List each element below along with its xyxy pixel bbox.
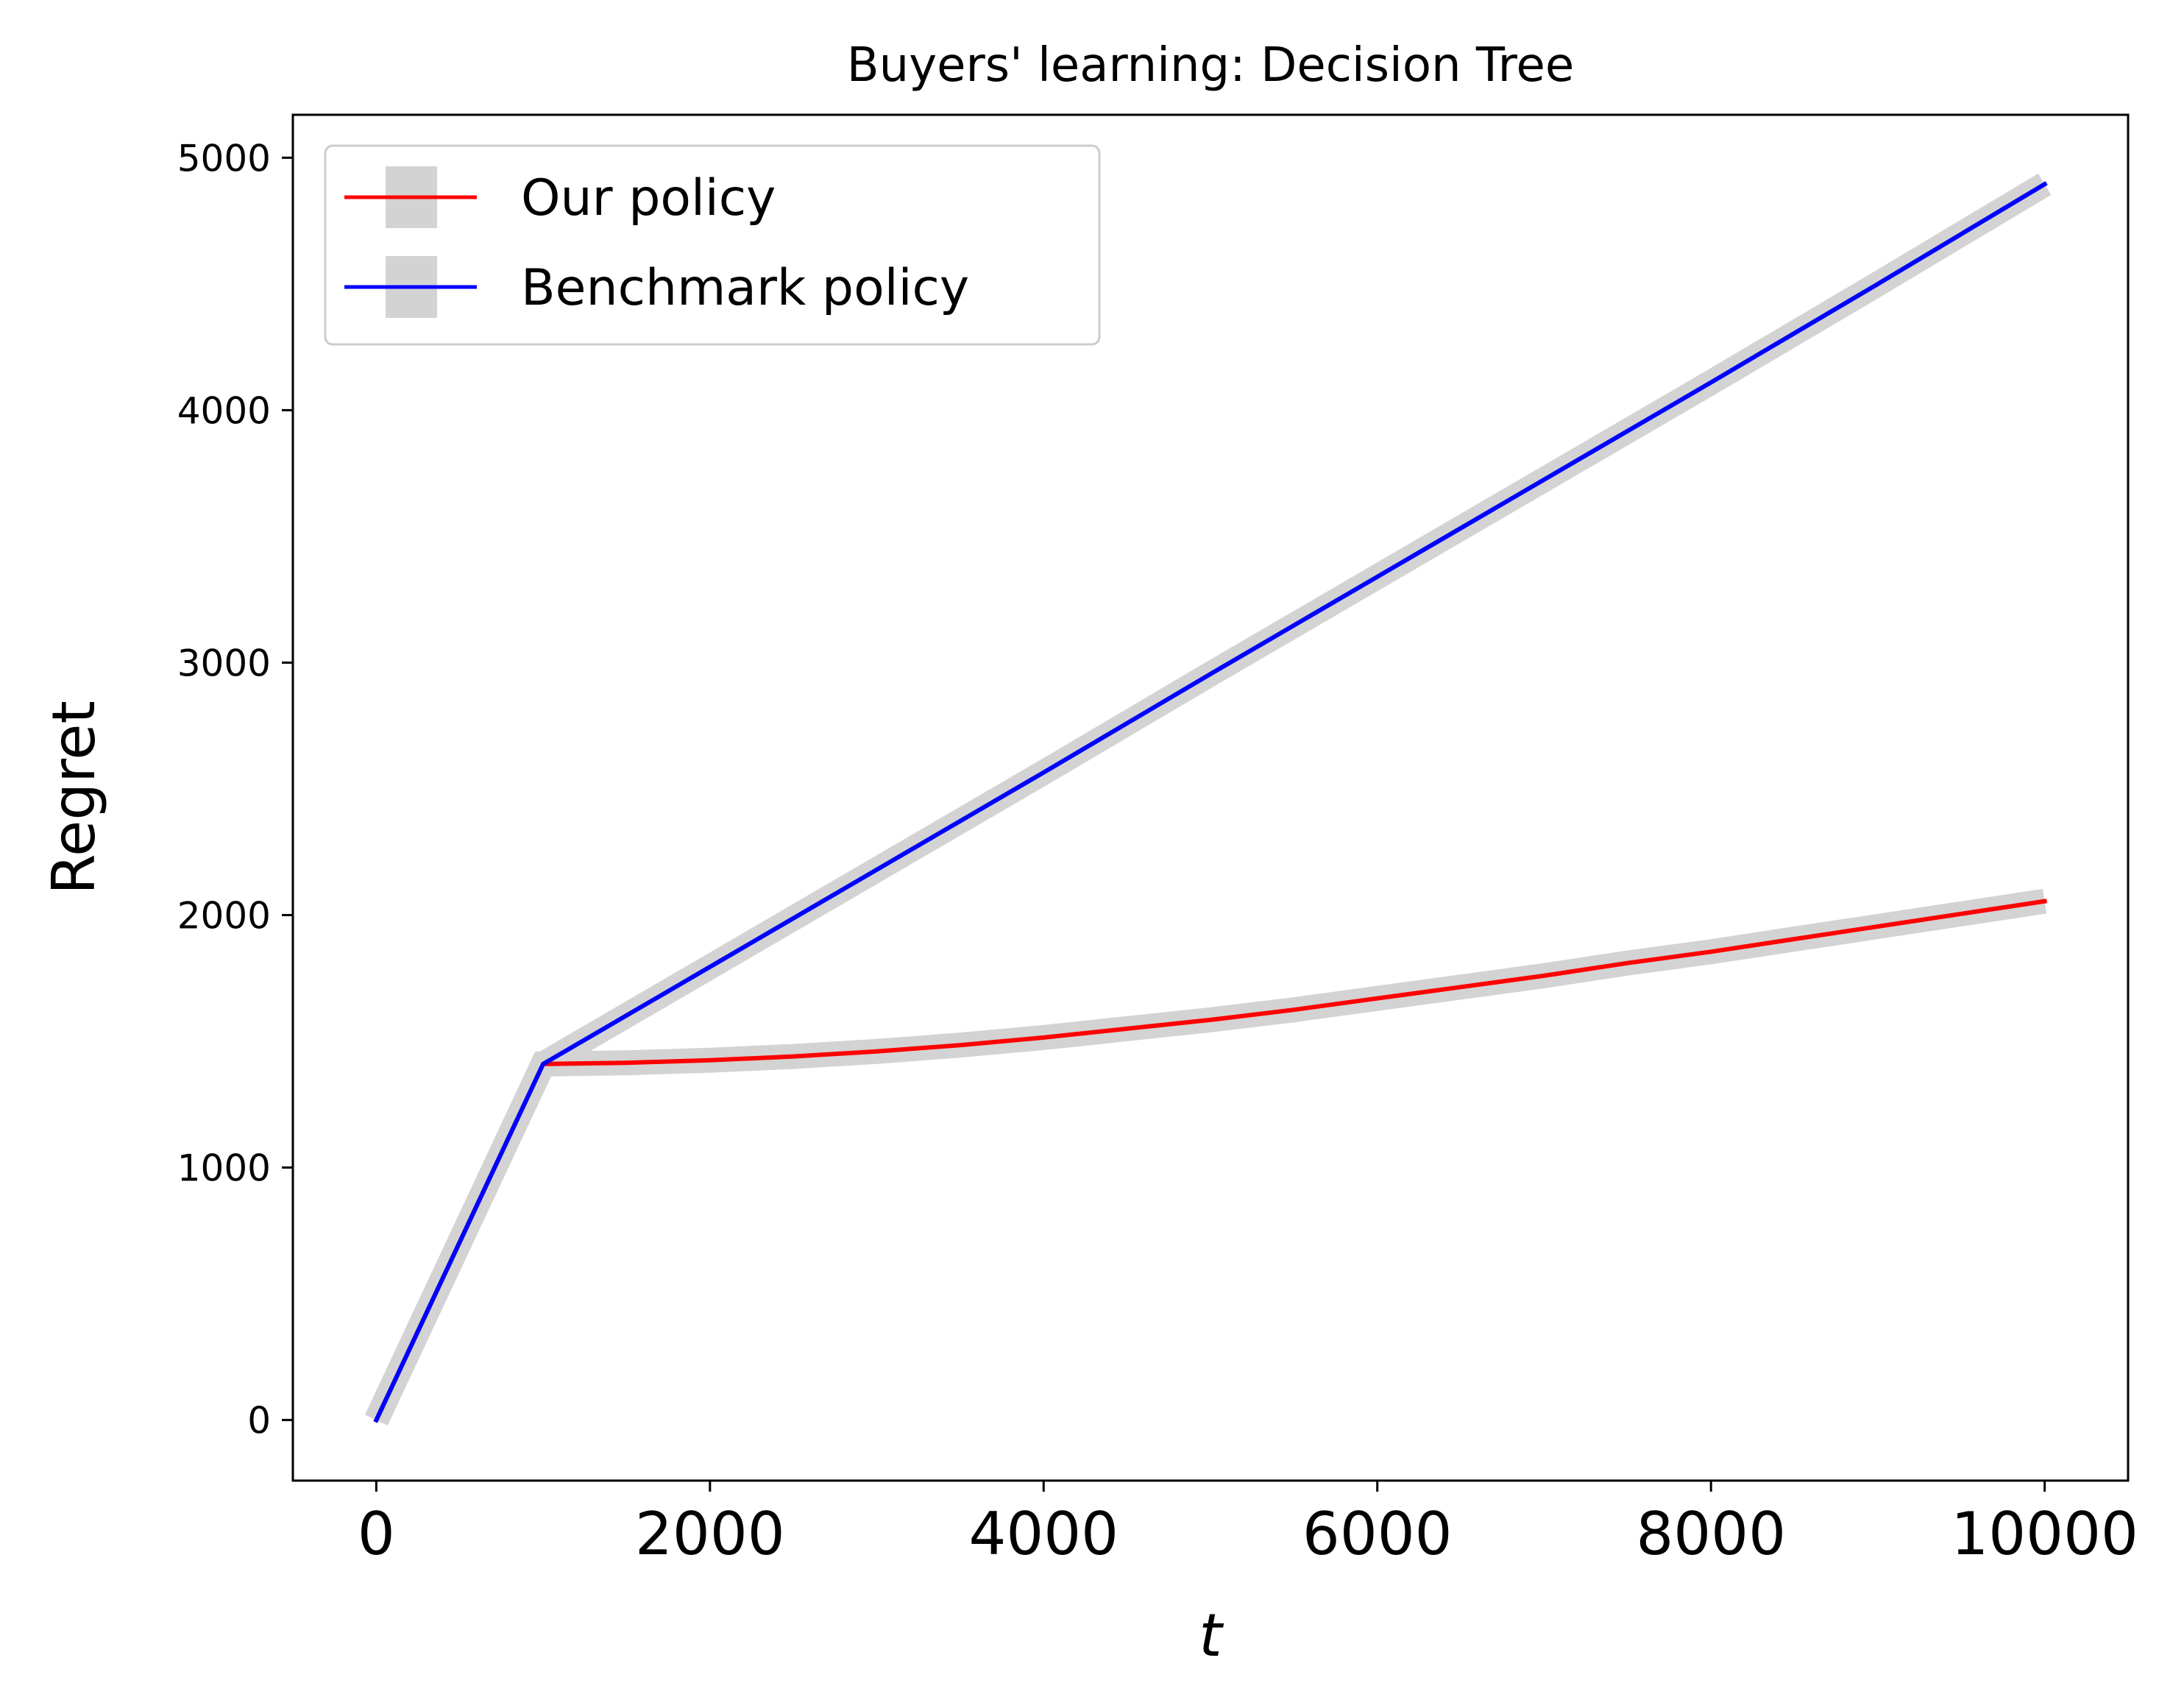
y-tick-label: 3000 <box>177 642 271 684</box>
legend-label-our-policy: Our policy <box>521 169 776 227</box>
y-tick-label: 0 <box>247 1400 271 1442</box>
x-tick-label: 6000 <box>1302 1500 1453 1568</box>
legend-label-benchmark-policy: Benchmark policy <box>521 259 969 317</box>
y-tick-label: 2000 <box>177 895 271 938</box>
y-axis-label: Regret <box>40 701 108 895</box>
axis-ticks: 0 2000 4000 6000 8000 10000 0 1000 2000 3000 4000 5… <box>177 137 2138 1568</box>
x-tick-label: 10000 <box>1951 1500 2138 1568</box>
x-tick-label: 0 <box>358 1500 395 1568</box>
axes-frame <box>291 113 2130 1482</box>
chart-title: Buyers' learning: Decision Tree <box>847 38 1574 93</box>
x-tick-label: 2000 <box>635 1500 785 1568</box>
y-tick-label: 1000 <box>177 1147 271 1190</box>
series-line-benchmark-policy <box>373 181 2048 1423</box>
y-tick-label: 5000 <box>177 137 271 180</box>
y-tick-label: 4000 <box>177 389 271 432</box>
series-lines <box>373 181 2048 1423</box>
legend-box <box>324 144 1101 346</box>
series-line-our-policy <box>373 899 2048 1423</box>
legend: Our policy Benchmark policy <box>324 144 1101 346</box>
x-tick-label: 4000 <box>968 1500 1118 1568</box>
x-tick-label: 8000 <box>1636 1500 1786 1568</box>
x-axis-label: t <box>1199 1601 1224 1670</box>
